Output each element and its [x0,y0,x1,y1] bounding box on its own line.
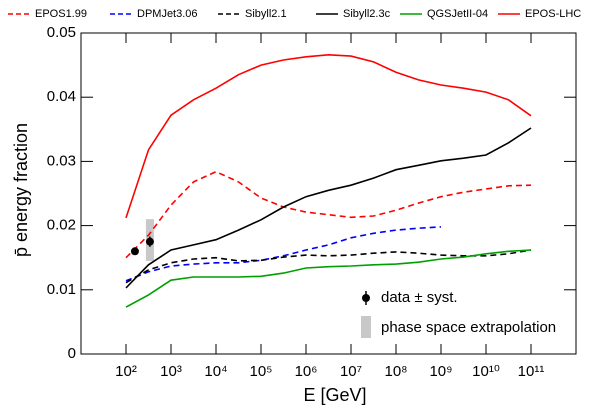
series-line [125,226,442,282]
legend-label: QGSJetII-04 [427,8,488,20]
series-line [125,53,532,219]
y-tick-label: 0.03 [47,152,76,169]
x-tick-label: 10² [115,363,137,380]
x-tick-label: 10¹¹ [518,363,545,380]
y-tick-label: 0 [68,345,76,362]
legend-label: data ± syst. [381,289,458,306]
x-tick-label: 10⁷ [340,363,362,380]
legend-swatch [362,294,370,302]
series-line [125,249,532,284]
legend-label: Sibyll2.3c [343,8,391,20]
legend-label: EPOS1.99 [35,8,87,20]
legend-swatch [361,316,371,338]
data-point [145,237,154,246]
x-tick-label: 10⁶ [295,363,318,380]
data-point [130,247,139,256]
y-tick-label: 0.02 [47,217,76,234]
legend-label: EPOS-LHC [525,8,581,20]
series-line [125,170,532,259]
legend-label: phase space extrapolation [381,319,556,336]
legend-label: Sibyll2.1 [245,8,287,20]
y-tick-label: 0.04 [47,88,76,105]
x-tick-label: 10⁹ [429,363,452,380]
x-axis-label: E [GeV] [303,385,366,405]
x-tick-label: 10¹⁰ [472,363,500,380]
y-tick-label: 0.01 [47,281,76,298]
x-tick-label: 10⁸ [384,363,407,380]
legend-label: DPMJet3.06 [137,8,198,20]
y-axis-label: p̄ energy fraction [11,123,31,257]
series-line [125,127,532,289]
y-tick-label: 0.05 [47,24,76,41]
x-tick-label: 10³ [160,363,182,380]
plot-frame [80,32,577,355]
x-tick-label: 10⁵ [250,363,273,380]
x-tick-label: 10⁴ [204,363,227,380]
series-line [125,249,532,308]
